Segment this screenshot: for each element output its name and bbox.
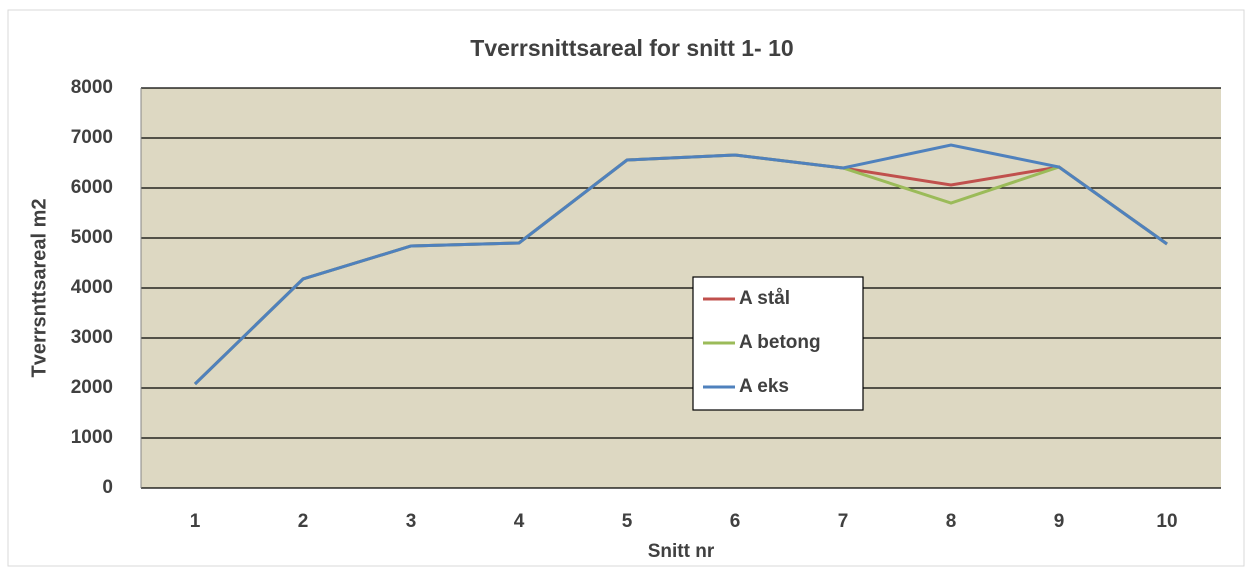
chart-title: Tverrsnittsareal for snitt 1- 10 — [470, 35, 793, 61]
y-tick-label: 4000 — [71, 277, 113, 298]
x-tick-label: 10 — [1156, 511, 1177, 532]
x-tick-label: 7 — [838, 511, 849, 532]
x-axis-label: Snitt nr — [648, 541, 715, 562]
x-tick-label: 6 — [730, 511, 741, 532]
x-tick-label: 8 — [946, 511, 957, 532]
y-tick-label: 6000 — [71, 177, 113, 198]
y-tick-label: 3000 — [71, 327, 113, 348]
legend-label: A betong — [739, 332, 821, 353]
x-tick-label: 1 — [190, 511, 201, 532]
x-tick-label: 2 — [298, 511, 309, 532]
x-tick-label: 5 — [622, 511, 633, 532]
y-tick-label: 5000 — [71, 227, 113, 248]
legend-label: A eks — [739, 376, 789, 397]
x-tick-label: 3 — [406, 511, 417, 532]
x-tick-label: 4 — [514, 511, 525, 532]
legend-label: A stål — [739, 288, 790, 309]
x-tick-label: 9 — [1054, 511, 1065, 532]
y-tick-label: 0 — [102, 477, 113, 498]
y-tick-label: 2000 — [71, 377, 113, 398]
y-axis-label: Tverrsnttsareal m2 — [28, 199, 50, 378]
y-tick-label: 7000 — [71, 127, 113, 148]
series-line — [193, 143, 1168, 386]
y-tick-label: 8000 — [71, 77, 113, 98]
y-tick-label: 1000 — [71, 427, 113, 448]
